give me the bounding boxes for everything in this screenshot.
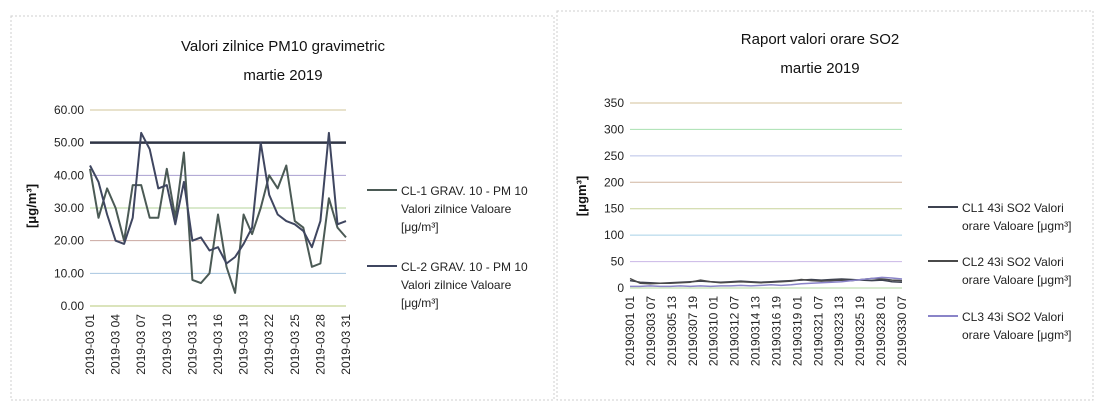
p1-x-tick-label: 2019-03 10 [160, 314, 174, 375]
p2-x-tick-label: 20190328 01 [874, 296, 888, 366]
so2-chart-frame [556, 10, 1094, 401]
p2-y-tick-label: 250 [604, 149, 624, 163]
p1-y-tick-label: 50.00 [54, 136, 84, 150]
p2-x-tick-label: 20190330 07 [895, 296, 909, 366]
so2-y-axis-label: [μgm³] [574, 176, 589, 216]
p2-x-tick-label: 20190325 19 [853, 296, 867, 366]
so2-y-tick-labels: 0 50 100 150 200 250 300 350 [604, 96, 624, 295]
p2-x-tick-label: 20190316 19 [769, 296, 783, 366]
p2-y-tick-label: 350 [604, 96, 624, 110]
so2-gridlines [630, 102, 902, 289]
pm10-legend-cl1-line1: CL-1 GRAV. 10 - PM 10 [401, 184, 528, 198]
p1-y-tick-label: 10.00 [54, 266, 84, 280]
so2-legend-label-cl2: CL2 43i SO2 Valori orare Valoare [μgm³] [962, 255, 1071, 287]
pm10-chart-panel: Valori zilnice PM10 gravimetric martie 2… [10, 15, 555, 401]
p1-x-tick-label: 2019-03 25 [288, 314, 302, 375]
pm10-legend-cl2-line2: Valori zilnice Valoare [401, 278, 512, 292]
pm10-legend-label-cl1: CL-1 GRAV. 10 - PM 10 Valori zilnice Val… [401, 184, 531, 234]
p1-x-tick-label: 2019-03 01 [83, 314, 97, 375]
p1-x-tick-label: 2019-03 28 [313, 314, 327, 375]
p1-x-tick-label: 2019-03 22 [262, 314, 276, 375]
p2-y-tick-label: 150 [604, 202, 624, 216]
so2-series-lines [629, 276, 903, 288]
so2-legend-cl3-line1: CL3 43i SO2 Valori [962, 310, 1064, 324]
p2-y-tick-label: 300 [604, 122, 624, 136]
so2-legend-cl3-line2: orare Valoare [μgm³] [962, 328, 1071, 342]
p2-x-tick-label: 20190307 19 [686, 296, 700, 366]
p1-x-tick-label: 2019-03 19 [237, 314, 251, 375]
p2-series-line-3 [630, 276, 903, 288]
so2-chart-subtitle: martie 2019 [780, 60, 859, 77]
so2-legend-label-cl1: CL1 43i SO2 Valori orare Valoare [μgm³] [962, 201, 1071, 233]
pm10-legend-cl2-line1: CL-2 GRAV. 10 - PM 10 [401, 260, 528, 274]
so2-x-tick-labels: 20190301 01 20190303 07 20190305 13 2019030… [623, 296, 909, 366]
p2-x-tick-label: 20190323 13 [832, 296, 846, 366]
pm10-chart-subtitle: martie 2019 [243, 67, 322, 84]
pm10-legend-cl1-line2: Valori zilnice Valoare [401, 202, 512, 216]
p1-y-tick-label: 60.00 [54, 103, 84, 117]
p2-y-tick-label: 50 [611, 255, 625, 269]
p1-series-line-2 [89, 131, 347, 265]
p2-x-tick-label: 20190301 01 [623, 296, 637, 366]
pm10-chart-title: Valori zilnice PM10 gravimetric [181, 38, 385, 55]
p1-x-tick-label: 2019-03 13 [185, 314, 199, 375]
so2-legend: CL1 43i SO2 Valori orare Valoare [μgm³] … [928, 201, 1071, 342]
p2-x-tick-label: 20190321 07 [811, 296, 825, 366]
p2-y-tick-label: 200 [604, 175, 624, 189]
p2-x-tick-label: 20190312 07 [728, 296, 742, 366]
so2-chart-panel: Raport valori orare SO2 martie 2019 [μgm… [556, 10, 1094, 401]
p2-x-tick-label: 20190305 13 [665, 296, 679, 366]
p2-x-tick-label: 20190310 01 [707, 296, 721, 366]
p1-y-tick-label: 40.00 [54, 168, 84, 182]
p2-y-tick-label: 0 [617, 281, 624, 295]
p1-x-tick-label: 2019-03 31 [339, 314, 353, 375]
p1-x-tick-label: 2019-03 16 [211, 314, 225, 375]
p1-x-tick-label: 2019-03 07 [134, 314, 148, 375]
p1-x-tick-label: 2019-03 04 [109, 314, 123, 375]
pm10-series-lines [89, 131, 347, 294]
so2-legend-cl2-line1: CL2 43i SO2 Valori [962, 255, 1064, 269]
p1-y-tick-label: 0.00 [61, 299, 85, 313]
so2-legend-label-cl3: CL3 43i SO2 Valori orare Valoare [μgm³] [962, 310, 1071, 342]
pm10-y-tick-labels: 0.00 10.00 20.00 30.00 40.00 50.00 60.00 [54, 103, 84, 313]
p1-y-tick-label: 20.00 [54, 234, 84, 248]
p2-x-tick-label: 20190303 07 [644, 296, 658, 366]
p2-y-tick-label: 100 [604, 228, 624, 242]
so2-legend-cl1-line1: CL1 43i SO2 Valori [962, 201, 1064, 215]
so2-chart-title: Raport valori orare SO2 [741, 31, 899, 48]
pm10-legend-label-cl2: CL-2 GRAV. 10 - PM 10 Valori zilnice Val… [401, 260, 531, 310]
pm10-legend: CL-1 GRAV. 10 - PM 10 Valori zilnice Val… [367, 184, 531, 310]
pm10-y-axis-label: [μg/m³] [24, 184, 39, 228]
pm10-x-tick-labels: 2019-03 01 2019-03 04 2019-03 07 2019-03 10… [83, 314, 353, 375]
pm10-legend-cl2-line3: [μg/m³] [401, 296, 439, 310]
so2-legend-cl1-line2: orare Valoare [μgm³] [962, 219, 1071, 233]
so2-legend-cl2-line2: orare Valoare [μgm³] [962, 273, 1071, 287]
p1-y-tick-label: 30.00 [54, 201, 84, 215]
p1-series-line-1 [89, 151, 347, 294]
p2-x-tick-label: 20190314 13 [749, 296, 763, 366]
pm10-legend-cl1-line3: [μg/m³] [401, 220, 439, 234]
p2-x-tick-label: 20190319 01 [790, 296, 804, 366]
